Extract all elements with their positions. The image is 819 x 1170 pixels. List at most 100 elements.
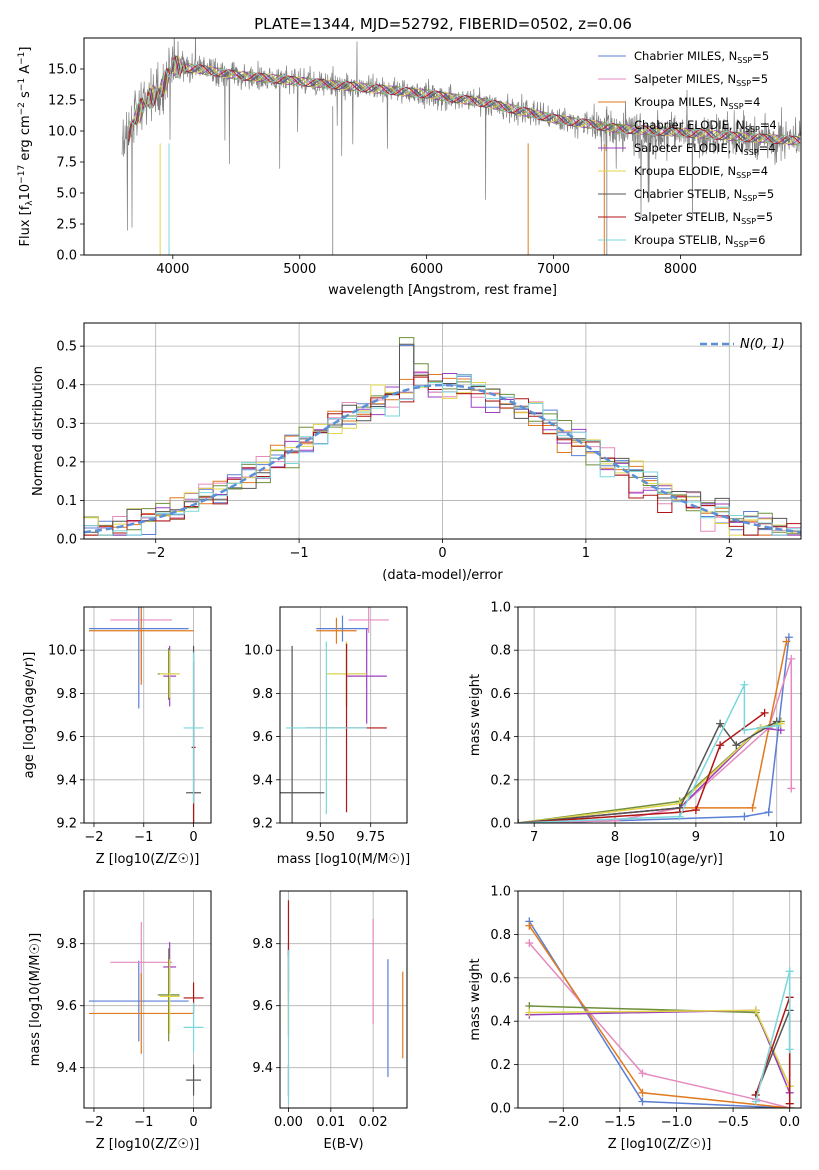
figure-title: PLATE=1344, MJD=52792, FIBERID=0502, z=0…	[254, 15, 632, 33]
normal-curve	[84, 383, 801, 534]
y-tick-label: 9.8	[56, 687, 77, 702]
weight-marker	[740, 726, 749, 735]
weight-marker	[525, 921, 534, 930]
mass_vs_ebv-marks	[287, 900, 404, 1105]
y-tick-label: 1.0	[490, 885, 511, 900]
errorbar-point	[88, 973, 194, 1054]
axes-frame	[83, 37, 802, 256]
errorbar-point	[280, 645, 325, 823]
x-tick-label: 10	[768, 830, 785, 845]
axes-frame	[83, 890, 212, 1109]
weight-marker	[740, 680, 749, 689]
x-tick-label: 2	[725, 546, 733, 561]
y-tick-label: 9.2	[252, 817, 273, 832]
y-tick-label: 9.8	[56, 937, 77, 952]
weight_vs_age-marks	[518, 633, 796, 823]
y-tick-label: 0.4	[56, 378, 77, 393]
residual_hist-panel: −2 −1 0 1 2 0.0 0.1 0.2 0.3 0.4 0.5 (data-model)/er…	[31, 322, 802, 583]
age_vs_mass-panel: 9.50 9.75 9.2 9.4 9.6 9.8 10.0 mass [log10(M/M☉…	[244, 606, 410, 867]
y-tick-label: 9.2	[56, 817, 77, 832]
weight-marker	[675, 812, 684, 821]
x-tick-label: 8	[611, 830, 619, 845]
x-tick-label: −2	[84, 1115, 103, 1130]
hist-step	[84, 374, 801, 536]
y-tick-label: 9.4	[252, 773, 273, 788]
x-axis-label: Z [log10(Z/Z☉)]	[96, 852, 200, 867]
model-spectrum	[128, 56, 801, 145]
x-tick-label: 9.75	[356, 830, 385, 845]
weight-marker	[785, 1045, 794, 1054]
weight-marker	[525, 1008, 534, 1017]
weight-marker	[785, 1099, 794, 1108]
y-tick-label: 10.0	[244, 644, 273, 659]
y-tick-label: 1.0	[490, 601, 511, 616]
legend-label: Salpeter STELIB, NSSP=5	[634, 210, 773, 226]
y-tick-label: 0.5	[56, 340, 77, 355]
legend-label: Kroupa MILES, NSSP=4	[634, 95, 760, 111]
weight-marker	[782, 637, 791, 646]
spectrum-legend: Chabrier MILES, NSSP=5 Salpeter MILES, NS…	[598, 49, 777, 249]
x-tick-label: 0	[189, 1115, 197, 1130]
x-tick-label: 0.02	[359, 1115, 388, 1130]
axes-frame	[517, 606, 802, 824]
x-axis-label: Z [log10(Z/Z☉)]	[96, 1137, 200, 1152]
legend-label: Salpeter MILES, NSSP=5	[634, 72, 768, 88]
weight-marker	[525, 939, 534, 948]
model-spectrum	[128, 61, 801, 146]
y-tick-label: 0.2	[56, 455, 77, 470]
errorbar-point	[159, 650, 180, 698]
age_vs_mass-marks	[280, 607, 389, 823]
y-tick-label: 9.4	[252, 1061, 273, 1076]
residual_hist-marks	[84, 337, 801, 536]
y-tick-label: 0.2	[490, 773, 511, 788]
x-tick-label: 9.50	[306, 830, 335, 845]
x-tick-label: 7000	[537, 262, 570, 277]
y-tick-label: 9.6	[252, 999, 273, 1014]
weight-marker	[732, 741, 741, 750]
x-axis-label: (data-model)/error	[382, 568, 503, 583]
weight-marker	[748, 803, 757, 812]
spectrum-panel: 4000 5000 6000 7000 8000 0.0 2.5 5.0 7.5 10.0 12.5…	[17, 37, 802, 298]
weight-marker	[787, 784, 796, 793]
y-tick-label: 2.5	[56, 218, 77, 233]
axes-frame	[279, 606, 408, 824]
mass_vs_Z-panel: −2 −1 0 9.4 9.6 9.8 Z [log10(Z/Z☉)] mass [log10…	[28, 890, 212, 1152]
model-spectrum	[127, 55, 801, 146]
y-tick-label: 15.0	[48, 63, 77, 78]
errorbar-point	[88, 607, 189, 709]
x-axis-label: wavelength [Angstrom, rest frame]	[328, 283, 557, 298]
weight-marker	[638, 1069, 647, 1078]
errorbar-point	[316, 615, 369, 642]
y-axis-label: mass [log10(M/M☉)]	[28, 933, 43, 1066]
weight-marker	[784, 633, 793, 642]
weight_vs_Z-marks	[525, 917, 794, 1108]
x-tick-label: 0	[438, 546, 446, 561]
y-tick-label: 12.5	[48, 94, 77, 109]
axes-frame	[279, 890, 408, 1109]
y-tick-label: 10.0	[48, 125, 77, 140]
y-tick-label: 9.6	[252, 730, 273, 745]
age_vs_Z-panel: −2 −1 0 9.2 9.4 9.6 9.8 10.0 Z [log10(Z/Z☉)] age …	[22, 606, 212, 867]
x-axis-label: Z [log10(Z/Z☉)]	[608, 1137, 712, 1152]
errorbar-point	[183, 652, 204, 804]
x-tick-label: 0	[189, 830, 197, 845]
x-tick-label: 1	[582, 546, 590, 561]
y-axis-label: mass weight	[468, 674, 483, 756]
y-axis-label: Flux [fλ10−17 erg cm−2 s−1 A−1]	[17, 47, 35, 247]
model-spectrum	[127, 59, 801, 146]
axes-frame	[83, 606, 212, 824]
x-tick-label: 9	[692, 830, 700, 845]
x-tick-label: 8000	[664, 262, 697, 277]
y-tick-label: 10.0	[48, 644, 77, 659]
legend-label: Chabrier MILES, NSSP=5	[634, 49, 769, 65]
errorbar-point	[316, 617, 357, 644]
x-tick-label: −1.0	[661, 1115, 693, 1130]
y-tick-label: 0.6	[490, 971, 511, 986]
legend-label: Kroupa ELODIE, NSSP=4	[634, 164, 768, 180]
x-axis-label: E(B-V)	[323, 1137, 363, 1152]
model-spectrum	[127, 58, 801, 145]
y-tick-label: 0.0	[490, 1102, 511, 1117]
legend-label: Chabrier ELODIE, NSSP=4	[634, 118, 777, 134]
y-tick-label: 9.8	[252, 937, 273, 952]
x-tick-label: 0.01	[316, 1115, 345, 1130]
